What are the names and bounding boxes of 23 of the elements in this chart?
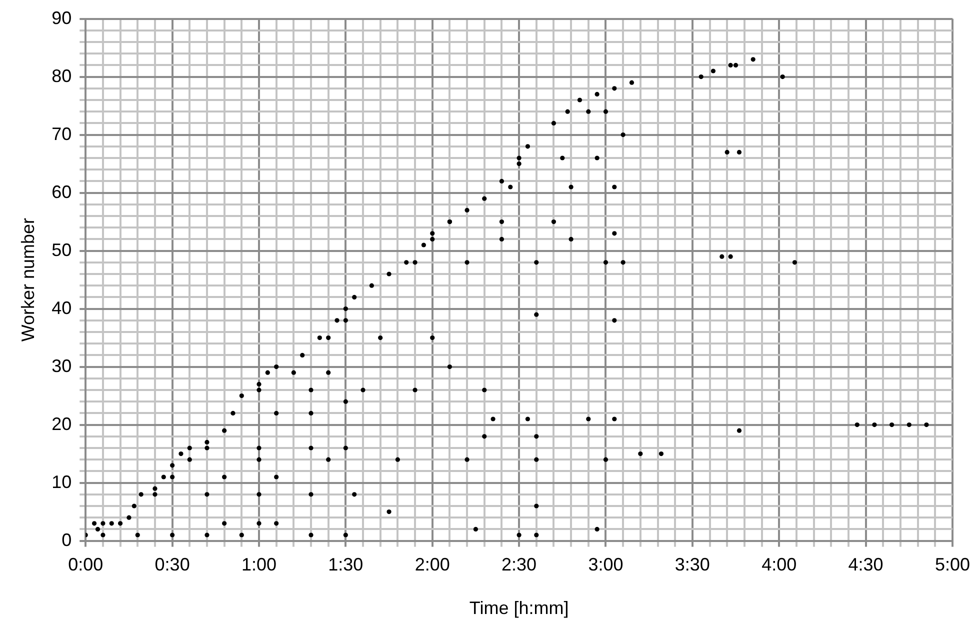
y-tick-label: 30 [52,356,72,376]
x-tick-label: 4:00 [762,554,797,575]
x-tick-label: 0:30 [154,554,190,575]
y-tick-label: 10 [52,472,72,492]
x-tick-label: 5:00 [934,554,970,575]
x-tick-label: 0:00 [68,554,104,575]
x-axis-title: Time [h:mm] [469,598,569,618]
y-tick-label: 70 [52,124,72,144]
y-tick-label: 60 [52,182,72,202]
x-tick-label: 2:00 [414,554,450,575]
y-tick-label: 80 [52,66,72,86]
x-tick-label: 1:30 [328,554,364,575]
y-tick-label: 50 [52,240,72,260]
y-tick-label: 40 [52,298,72,318]
y-tick-label: 90 [52,8,72,28]
x-tick-label: 2:30 [502,554,537,575]
x-tick-label: 3:30 [674,554,710,575]
x-tick-label: 4:30 [848,554,884,575]
y-tick-label: 0 [62,530,72,550]
x-tick-label: 1:00 [241,554,277,575]
y-axis-title: Worker number [18,218,38,342]
y-tick-label: 20 [52,414,72,434]
x-tick-label: 3:00 [588,554,624,575]
